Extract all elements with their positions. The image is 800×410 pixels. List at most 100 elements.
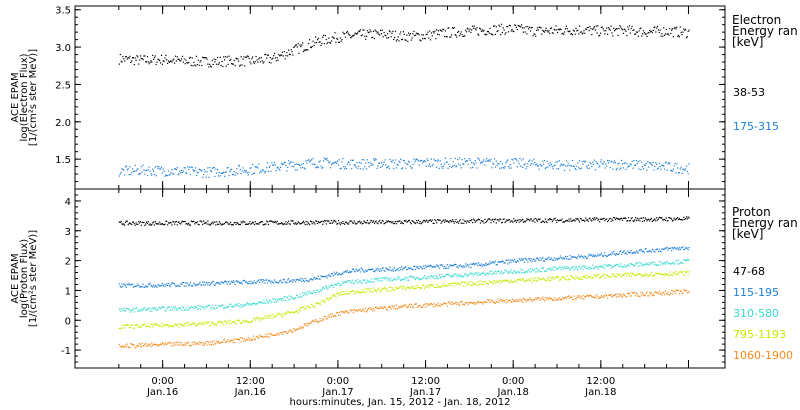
- data-point: [453, 274, 455, 276]
- data-point: [445, 36, 447, 38]
- data-point: [289, 162, 291, 164]
- data-point: [423, 219, 425, 222]
- data-point: [167, 306, 170, 309]
- data-point: [444, 266, 446, 268]
- data-point: [425, 33, 427, 36]
- data-point: [155, 310, 157, 312]
- data-point: [630, 275, 632, 277]
- data-point: [324, 300, 326, 302]
- data-point: [527, 270, 529, 272]
- data-point: [138, 345, 140, 347]
- data-point: [635, 292, 638, 294]
- data-point: [279, 280, 281, 282]
- data-point: [501, 281, 503, 283]
- data-point: [523, 271, 525, 274]
- data-point: [231, 224, 234, 226]
- data-point: [145, 61, 147, 63]
- data-point: [330, 275, 332, 277]
- data-point: [507, 165, 510, 168]
- data-point: [175, 60, 177, 62]
- data-point: [479, 264, 481, 266]
- data-point: [608, 294, 610, 296]
- data-point: [565, 278, 567, 280]
- data-point: [358, 291, 360, 293]
- data-point: [288, 223, 290, 225]
- data-point: [570, 33, 572, 35]
- data-point: [528, 28, 530, 30]
- data-point: [359, 292, 361, 294]
- data-point: [260, 318, 262, 320]
- data-point: [273, 55, 275, 57]
- data-point: [641, 294, 643, 296]
- data-point: [534, 33, 536, 35]
- data-point: [301, 222, 303, 224]
- data-point: [374, 29, 376, 31]
- data-point: [561, 276, 563, 279]
- data-point: [396, 163, 398, 166]
- data-point: [403, 33, 405, 35]
- data-point: [409, 306, 411, 308]
- data-point: [390, 269, 392, 271]
- data-point: [313, 289, 315, 292]
- data-point: [614, 276, 617, 278]
- data-point: [619, 168, 621, 170]
- data-point: [607, 219, 610, 222]
- data-point: [273, 301, 276, 303]
- data-point: [247, 223, 249, 225]
- data-point: [365, 38, 367, 40]
- data-point: [329, 286, 331, 288]
- data-point: [220, 223, 222, 225]
- data-point: [357, 290, 359, 292]
- data-point: [174, 285, 177, 287]
- data-point: [483, 272, 485, 274]
- data-point: [465, 302, 467, 304]
- data-point: [207, 340, 209, 343]
- data-point: [309, 292, 312, 294]
- data-point: [204, 57, 206, 59]
- data-point: [323, 276, 326, 278]
- data-point: [200, 341, 202, 344]
- data-point: [531, 260, 533, 262]
- data-point: [244, 169, 246, 172]
- data-point: [132, 309, 134, 311]
- data-point: [422, 277, 425, 279]
- data-point: [245, 281, 248, 283]
- data-point: [403, 304, 405, 306]
- data-point: [472, 27, 475, 29]
- data-point: [578, 266, 580, 268]
- data-point: [284, 58, 286, 60]
- data-point: [414, 265, 416, 267]
- data-point: [266, 282, 269, 284]
- data-point: [170, 325, 172, 327]
- data-point: [465, 160, 468, 162]
- data-point: [351, 268, 354, 270]
- data-point: [401, 279, 403, 281]
- data-point: [533, 33, 535, 35]
- data-point: [473, 302, 475, 304]
- data-point: [532, 299, 534, 301]
- data-point: [134, 324, 136, 326]
- data-point: [465, 31, 468, 33]
- data-point: [667, 274, 669, 276]
- data-point: [511, 272, 513, 274]
- data-point: [411, 285, 413, 288]
- data-point: [222, 172, 224, 174]
- data-point: [489, 281, 491, 283]
- data-point: [132, 221, 134, 223]
- data-point: [146, 345, 148, 347]
- data-point: [355, 268, 357, 270]
- data-point: [215, 343, 217, 345]
- data-point: [336, 312, 338, 314]
- data-point: [238, 224, 241, 226]
- data-point: [323, 219, 326, 222]
- data-point: [545, 220, 547, 223]
- data-point: [420, 306, 422, 308]
- data-point: [462, 219, 464, 221]
- data-point: [188, 285, 190, 287]
- data-point: [338, 284, 340, 286]
- data-point: [266, 57, 268, 59]
- data-point: [653, 264, 655, 266]
- data-point: [162, 224, 164, 226]
- data-point: [323, 43, 326, 45]
- data-point: [632, 220, 634, 222]
